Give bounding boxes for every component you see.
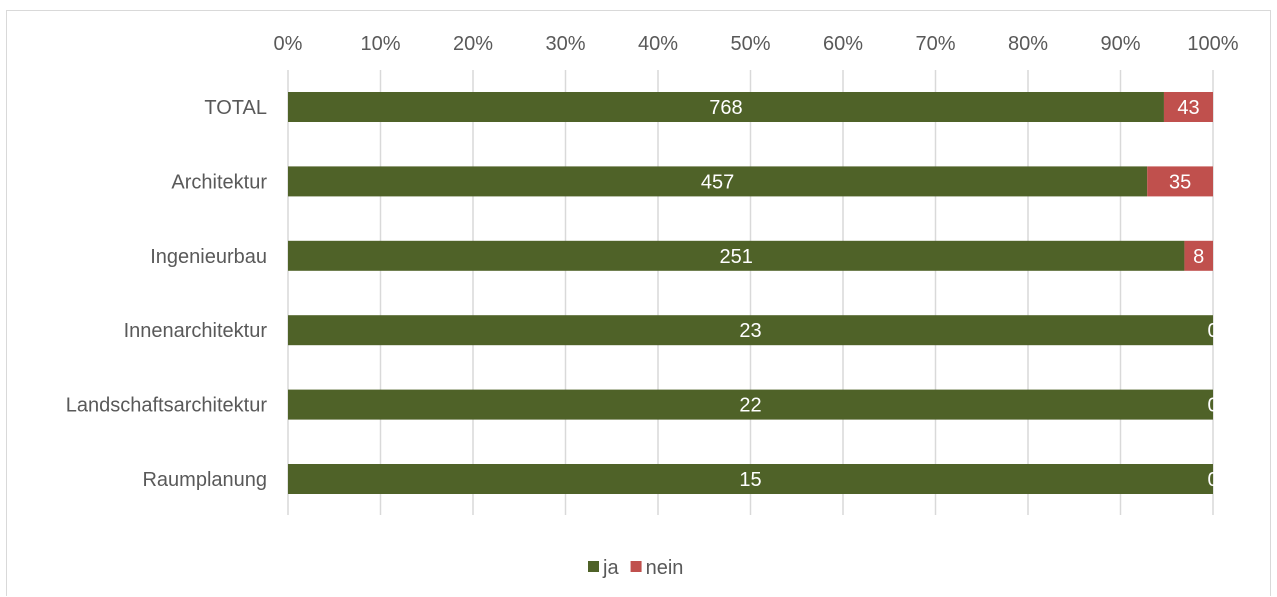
x-tick-label: 20% xyxy=(453,33,493,55)
bar-nein xyxy=(1184,240,1213,271)
x-tick-label: 30% xyxy=(545,33,585,55)
x-tick-label: 60% xyxy=(823,33,863,55)
category-label: TOTAL xyxy=(204,97,267,119)
data-label-nein: 0 xyxy=(1207,320,1218,342)
bar-ja xyxy=(288,315,1213,346)
data-label-ja: 457 xyxy=(701,171,734,193)
data-label-ja: 768 xyxy=(709,97,742,119)
category-label: Architektur xyxy=(171,171,267,193)
x-tick-label: 70% xyxy=(915,33,955,55)
data-label-ja: 22 xyxy=(739,395,761,417)
category-label: Ingenieurbau xyxy=(150,246,267,268)
gridlines xyxy=(287,70,1214,515)
x-tick-label: 90% xyxy=(1100,33,1140,55)
legend: ja nein xyxy=(588,557,683,579)
x-tick-label: 0% xyxy=(274,33,303,55)
data-label-nein: 8 xyxy=(1193,246,1204,268)
bar-ja xyxy=(288,240,1185,271)
legend-label-ja: ja xyxy=(602,557,619,579)
data-label-ja: 251 xyxy=(720,246,753,268)
category-label: Raumplanung xyxy=(142,469,267,491)
bars: 768 43 457 35 251 8 23 0 22 0 15 0 xyxy=(288,92,1218,494)
category-labels: TOTAL Architektur Ingenieurbau Innenarchite… xyxy=(66,97,268,491)
data-label-ja: 23 xyxy=(739,320,761,342)
data-label-ja: 15 xyxy=(739,469,761,491)
x-tick-label: 40% xyxy=(638,33,678,55)
x-tick-label: 80% xyxy=(1008,33,1048,55)
data-label-nein: 35 xyxy=(1169,171,1191,193)
data-label-nein: 0 xyxy=(1207,395,1218,417)
bar-ja xyxy=(288,92,1164,122)
data-label-nein: 0 xyxy=(1207,469,1218,491)
legend-swatch-ja xyxy=(588,561,599,572)
chart-frame xyxy=(6,10,1271,596)
bar-ja xyxy=(288,464,1213,494)
x-tick-label: 50% xyxy=(730,33,770,55)
bar-ja xyxy=(288,166,1148,197)
bar-nein xyxy=(1163,92,1213,122)
x-axis-tick-labels: 0% 10% 20% 30% 40% 50% 60% 70% 80% 90% 100% xyxy=(274,33,1239,55)
legend-label-nein: nein xyxy=(646,557,684,579)
bar-nein xyxy=(1147,166,1213,197)
bar-ja xyxy=(288,389,1213,420)
category-label: Landschaftsarchitektur xyxy=(66,395,268,417)
x-tick-label: 100% xyxy=(1187,33,1238,55)
x-tick-label: 10% xyxy=(360,33,400,55)
legend-swatch-nein xyxy=(630,561,642,572)
data-label-nein: 43 xyxy=(1177,97,1199,119)
category-label: Innenarchitektur xyxy=(124,320,268,342)
